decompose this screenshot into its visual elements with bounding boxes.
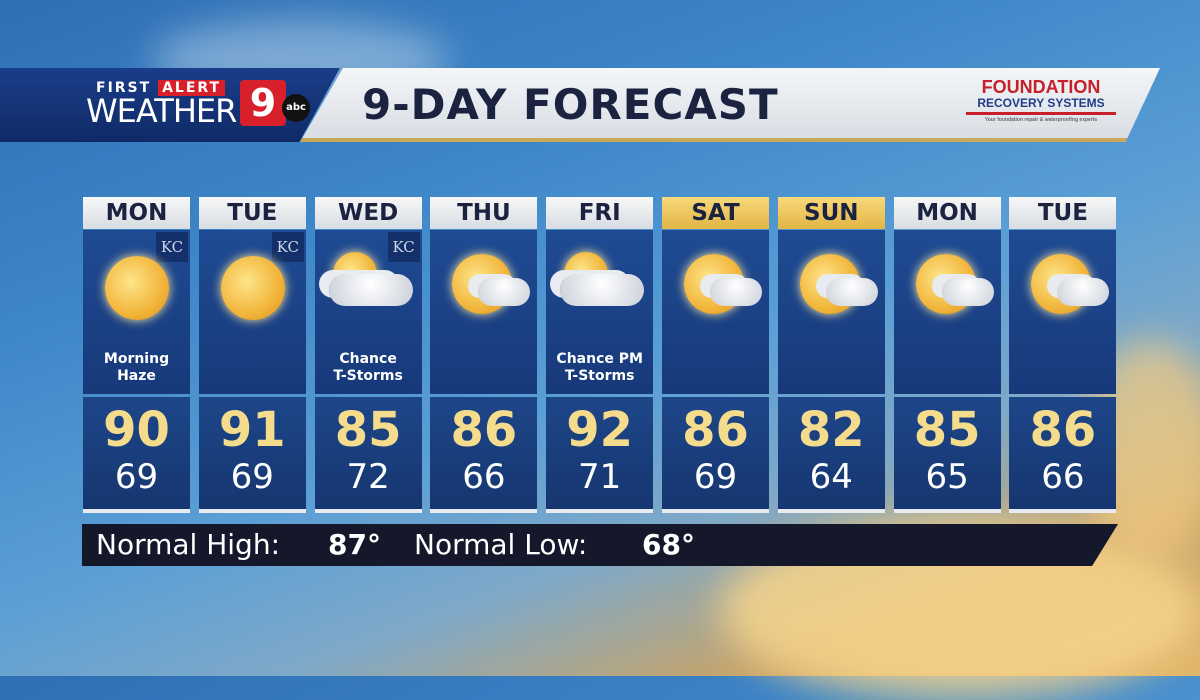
- low-temp: 71: [578, 457, 622, 497]
- title-bar: [300, 68, 1160, 142]
- sponsor-line1: FOUNDATION: [981, 77, 1101, 97]
- kc-royals-logo: KC: [156, 232, 188, 262]
- cloud-icon: [1057, 278, 1110, 306]
- high-temp: 85: [913, 402, 981, 458]
- cloud-icon: [941, 278, 994, 306]
- normal-low-value: 68°: [642, 528, 695, 561]
- first-text: FIRST: [96, 80, 152, 96]
- high-temp: 82: [797, 402, 865, 458]
- temperature-panel: 86 66: [1009, 397, 1117, 513]
- kc-royals-logo: KC: [387, 232, 420, 262]
- high-temp: 86: [1029, 402, 1097, 458]
- normal-high-label: Normal High:: [96, 528, 280, 561]
- day-column: SUN 82 64: [777, 197, 885, 513]
- day-label: MON: [83, 197, 190, 229]
- temperature-panel: 82 64: [777, 397, 885, 513]
- day-label: FRI: [546, 197, 654, 229]
- channel-9-logo: 9: [240, 80, 286, 126]
- condition-text: Chance T-Storms: [315, 351, 422, 385]
- partly-cloudy-icon: [1009, 230, 1117, 394]
- partly-cloudy-icon: [430, 230, 538, 394]
- hazy-sun-icon: KC: [198, 230, 306, 394]
- day-label: WED: [314, 197, 422, 229]
- low-temp: 65: [925, 457, 969, 497]
- day-label: SAT: [662, 197, 769, 229]
- weather-label: WEATHER: [86, 92, 237, 130]
- low-temp: 69: [693, 457, 738, 497]
- low-temp: 69: [230, 457, 274, 497]
- condition-line1: Morning: [103, 351, 170, 367]
- partly-cloudy-storm-icon: KC Chance T-Storms: [314, 230, 422, 394]
- condition-text: Chance PM T-Storms: [546, 351, 653, 385]
- normal-low-label: Normal Low:: [414, 528, 588, 561]
- day-column: FRI Chance PM T-Storms 92 71: [546, 197, 654, 513]
- temperature-panel: 90 69: [83, 397, 190, 513]
- temperature-panel: 85 72: [314, 397, 422, 513]
- day-column: TUE KC 91 69: [198, 197, 306, 513]
- day-label: TUE: [1009, 197, 1117, 229]
- abc-logo: abc: [282, 94, 310, 122]
- temperature-panel: 85 65: [893, 397, 1001, 513]
- temperature-panel: 86 69: [662, 397, 769, 513]
- partly-cloudy-icon: [777, 230, 885, 394]
- low-temp: 72: [346, 457, 390, 497]
- day-column: THU 86 66: [430, 197, 538, 513]
- high-temp: 86: [682, 402, 749, 458]
- sponsor-tagline: Your foundation repair & waterproofing e…: [984, 117, 1098, 124]
- cloud-icon: [825, 278, 878, 306]
- day-label: MON: [893, 197, 1001, 229]
- high-temp: 90: [103, 402, 170, 458]
- cloud-icon: [710, 278, 762, 306]
- low-temp: 66: [462, 457, 506, 497]
- condition-line1: Chance PM: [556, 351, 643, 367]
- day-column: MON 85 65: [893, 197, 1001, 513]
- normal-high-value: 87°: [328, 528, 381, 561]
- page-title: 9-DAY FORECAST: [362, 80, 779, 129]
- partly-cloudy-icon: [662, 230, 769, 394]
- day-label: TUE: [198, 197, 306, 229]
- temperature-panel: 91 69: [198, 397, 306, 513]
- alert-text: ALERT: [158, 80, 226, 96]
- day-label: THU: [430, 197, 538, 229]
- condition-line2: T-Storms: [564, 368, 635, 384]
- hazy-sun-icon: KC Morning Haze: [83, 230, 190, 394]
- high-temp: 91: [218, 402, 286, 458]
- sun-icon: [105, 256, 169, 320]
- day-column: TUE 86 66: [1009, 197, 1117, 513]
- low-temp: 66: [1041, 457, 1085, 497]
- sponsor-line2: RECOVERY SYSTEMS: [966, 97, 1116, 116]
- temperature-panel: 92 71: [546, 397, 654, 513]
- partly-cloudy-storm-icon: Chance PM T-Storms: [546, 230, 654, 394]
- day-column: SAT 86 69: [662, 197, 769, 513]
- cloud-icon: [478, 278, 531, 306]
- sponsor-logo: FOUNDATION RECOVERY SYSTEMS Your foundat…: [966, 78, 1116, 124]
- day-column: WED KC Chance T-Storms 85 72: [314, 197, 422, 513]
- low-temp: 69: [114, 457, 159, 497]
- kc-royals-logo: KC: [271, 232, 304, 262]
- temperature-panel: 86 66: [430, 397, 538, 513]
- condition-line2: T-Storms: [333, 368, 403, 384]
- cloud-icon: [560, 274, 645, 306]
- condition-line2: Haze: [117, 368, 156, 384]
- sun-icon: [220, 256, 285, 320]
- condition-text: Morning Haze: [83, 351, 190, 385]
- day-label: SUN: [777, 197, 885, 229]
- high-temp: 85: [334, 402, 402, 458]
- cloud-icon: [328, 274, 413, 306]
- day-column: MON KC Morning Haze 90 69: [83, 197, 190, 513]
- high-temp: 92: [566, 402, 634, 458]
- high-temp: 86: [450, 402, 518, 458]
- partly-cloudy-icon: [893, 230, 1001, 394]
- normals-bar: Normal High: 87° Normal Low: 68°: [82, 524, 1118, 566]
- condition-line1: Chance: [339, 351, 397, 367]
- first-alert-label: FIRST ALERT: [96, 80, 226, 96]
- low-temp: 64: [809, 457, 853, 497]
